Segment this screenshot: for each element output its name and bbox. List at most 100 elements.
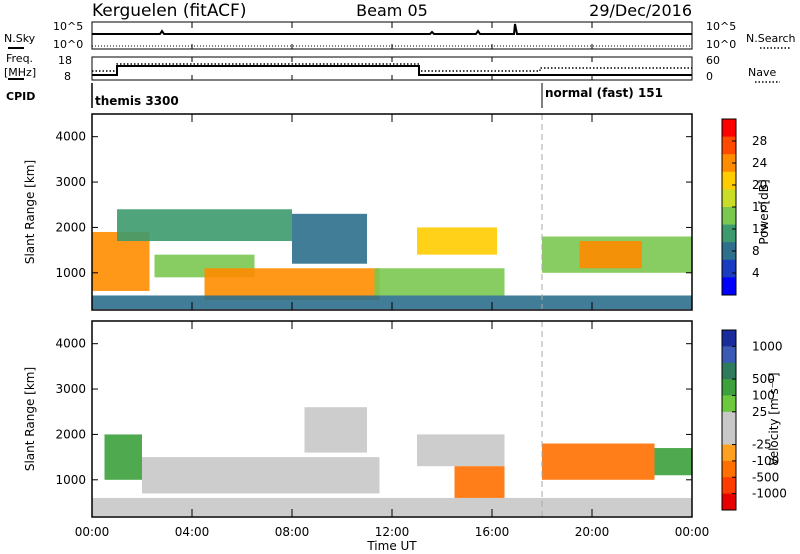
x-ticks: 00:00 04:00 08:00 12:00 16:00 20:00 00:00 (75, 22, 710, 539)
nsearch-tick-high: 10^5 (706, 20, 736, 33)
power-colorbar-segment (722, 171, 736, 190)
freq-tick-high: 18 (58, 54, 72, 67)
velocity-plot (91, 320, 693, 518)
power-colorbar: 28 24 20 16 12 8 4 (721, 118, 767, 296)
velocity-colorbar-tick-label: 1000 (752, 339, 783, 353)
velocity-colorbar-segment (722, 428, 736, 446)
velocity-colorbar-segment (722, 330, 736, 347)
velocity-colorbar: 1000 500 100 25 -25 -100 -500 -1000 (721, 329, 787, 511)
freq-label: Freq. (6, 52, 33, 65)
velocity-y-axis-label: Slant Range [km] (23, 367, 37, 471)
power-region-6 (417, 227, 497, 255)
velocity-colorbar-segment (722, 379, 736, 396)
nsearch-tick-low: 10^0 (706, 38, 736, 51)
velocity-colorbar-tick-label: -100 (752, 454, 779, 468)
velocity-region-2 (142, 457, 380, 494)
power-colorbar-tick-label: 16 (752, 200, 767, 214)
x-tick-label: 04:00 (175, 525, 210, 539)
power-colorbar-tick-label: 12 (752, 222, 767, 236)
velocity-y-tick-label: 4000 (55, 337, 86, 351)
velocity-region-5 (454, 466, 505, 498)
power-region-1 (92, 231, 150, 291)
x-tick-label: 00:00 (675, 525, 710, 539)
velocity-colorbar-tick-label: 500 (752, 372, 775, 386)
station-title: Kerguelen (fitACF) (92, 1, 246, 21)
velocity-region-6 (542, 443, 655, 480)
velocity-colorbar-label: Velocity [m s⁻¹] (767, 372, 781, 465)
power-colorbar-tick-label: 24 (752, 156, 767, 170)
nave-label: Nave (748, 66, 776, 79)
beam-title: Beam 05 (356, 1, 428, 20)
power-colorbar-segment (722, 119, 736, 138)
nsky-tick-high: 10^5 (53, 20, 83, 33)
nsearch-label: N.Search (746, 32, 796, 45)
x-tick-label: 08:00 (275, 525, 310, 539)
power-region-2 (117, 209, 292, 242)
cpid-segment-1: themis 3300 (95, 94, 179, 108)
freq-tick-low: 8 (64, 70, 71, 83)
nave-tick-high: 60 (706, 54, 720, 67)
velocity-colorbar-segment (722, 395, 736, 413)
power-region-5 (292, 213, 367, 264)
date-title: 29/Dec/2016 (589, 1, 692, 20)
velocity-colorbar-tick-label: -500 (752, 470, 779, 484)
power-colorbar-segment (722, 277, 736, 296)
velocity-y-tick-label: 1000 (55, 473, 86, 487)
power-colorbar-tick-label: 28 (752, 134, 767, 148)
power-colorbar-tick-label: 4 (752, 266, 760, 280)
cpid-segment-2: normal (fast) 151 (545, 86, 663, 100)
power-colorbar-segment (722, 207, 736, 226)
velocity-region-3 (304, 407, 367, 453)
power-y-axis-label: Slant Range [km] (23, 160, 37, 264)
nsky-label: N.Sky (4, 32, 36, 45)
velocity-colorbar-tick-label: -1000 (752, 487, 787, 501)
velocity-colorbar-segment (722, 362, 736, 380)
velocity-colorbar-tick-label: 100 (752, 388, 775, 402)
power-colorbar-segment (722, 189, 736, 208)
x-tick-label: 12:00 (375, 525, 410, 539)
velocity-region-4 (417, 434, 505, 467)
nave-trace (92, 63, 692, 72)
x-axis-label: Time UT (366, 539, 417, 553)
power-y-tick-label: 4000 (55, 130, 86, 144)
power-colorbar-segment (722, 224, 736, 243)
cpid-label: CPID (6, 90, 35, 103)
velocity-y-ticks: 4000 3000 2000 1000 (55, 337, 692, 487)
power-colorbar-label: Power [dB] (757, 179, 771, 244)
velocity-colorbar-tick-label: 25 (752, 405, 767, 419)
nave-tick-low: 0 (706, 70, 713, 83)
x-tick-label: 00:00 (75, 525, 110, 539)
velocity-colorbar-segment (722, 346, 736, 364)
velocity-colorbar-segment (722, 477, 736, 495)
velocity-y-tick-label: 3000 (55, 382, 86, 396)
power-plot (91, 113, 693, 311)
velocity-colorbar-segment (722, 411, 736, 429)
velocity-region-7 (654, 448, 692, 476)
x-tick-label: 16:00 (475, 525, 510, 539)
velocity-y-tick-label: 2000 (55, 427, 86, 441)
freq-unit: [MHz] (4, 66, 36, 79)
power-y-ticks: 4000 3000 2000 1000 (55, 130, 692, 280)
x-tick-label: 20:00 (575, 525, 610, 539)
power-colorbar-segment (722, 136, 736, 155)
nsky-tick-low: 10^0 (53, 38, 83, 51)
freq-trace (92, 65, 692, 76)
velocity-colorbar-segment (722, 493, 736, 511)
power-colorbar-tick-label: 20 (752, 178, 767, 192)
nsky-trace (92, 23, 692, 35)
velocity-colorbar-segment (722, 460, 736, 478)
power-colorbar-tick-label: 8 (752, 244, 760, 258)
power-colorbar-segment (722, 242, 736, 261)
power-y-tick-label: 3000 (55, 175, 86, 189)
power-colorbar-segment (722, 259, 736, 278)
power-colorbar-segment (722, 154, 736, 173)
power-y-tick-label: 1000 (55, 266, 86, 280)
power-region-9 (579, 241, 642, 269)
velocity-region-1 (104, 434, 142, 480)
power-region-7 (374, 268, 505, 296)
velocity-colorbar-segment (722, 444, 736, 462)
power-region-4 (204, 268, 380, 301)
power-y-tick-label: 2000 (55, 220, 86, 234)
velocity-colorbar-tick-label: -25 (752, 438, 772, 452)
